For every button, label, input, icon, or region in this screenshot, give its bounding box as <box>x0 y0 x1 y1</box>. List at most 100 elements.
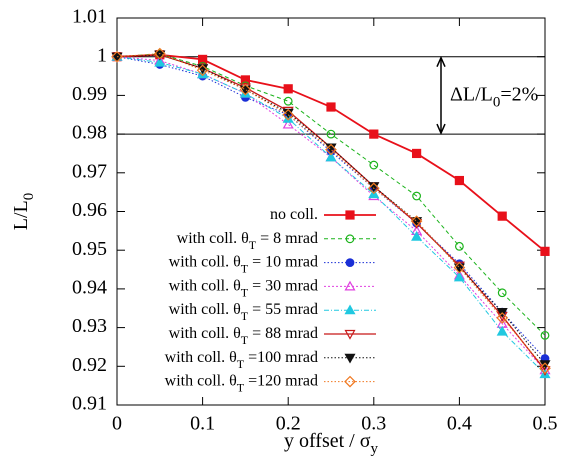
marker <box>282 118 294 129</box>
marker <box>345 210 355 220</box>
annotation: ΔL/L0=2% <box>450 83 538 111</box>
legend-label: with coll. θT =120 mrad <box>165 372 318 394</box>
legend-label-sub: T <box>241 333 249 347</box>
marker <box>453 261 466 274</box>
legend-label: with coll. θT = 10 mrad <box>169 253 318 275</box>
marker <box>345 234 355 244</box>
legend-label-part: = 8 mrad <box>256 229 318 246</box>
legend-label-part: = 88 mrad <box>248 325 318 342</box>
marker <box>283 96 293 106</box>
marker <box>411 230 423 241</box>
annotation-part: =2% <box>500 83 538 105</box>
marker <box>196 64 209 77</box>
y-tick-label: 0.91 <box>72 393 107 415</box>
marker <box>326 102 336 112</box>
y-axis-label-part: L/L <box>10 200 32 230</box>
marker <box>453 263 465 274</box>
marker <box>453 271 465 282</box>
x-axis-label: y offset / σy <box>284 430 379 458</box>
marker <box>283 84 293 94</box>
marker <box>344 329 356 340</box>
marker <box>325 151 337 162</box>
arrow-head <box>436 55 446 68</box>
x-tick-label: 0.3 <box>361 413 386 435</box>
y-tick-label: 0.96 <box>72 199 107 221</box>
marker <box>198 54 208 65</box>
marker <box>344 353 356 364</box>
x-tick-label: 0 <box>112 413 122 435</box>
marker <box>154 56 166 67</box>
marker <box>111 52 123 63</box>
legend-label-part: with coll. θ <box>165 348 237 365</box>
legend-label-part: with coll. θ <box>177 229 249 246</box>
legend-label-part: =120 mrad <box>244 372 318 389</box>
y-tick-label: 0.94 <box>72 276 107 298</box>
marker <box>411 217 423 227</box>
legend-label-sub: T <box>237 357 245 371</box>
marker <box>496 325 508 336</box>
marker <box>412 148 422 159</box>
marker <box>325 143 337 156</box>
annotation-part: ΔL/L <box>450 83 493 105</box>
marker <box>454 175 464 186</box>
y-tick-label: 0.93 <box>72 315 107 337</box>
legend-label: with coll. θT = 8 mrad <box>177 229 318 251</box>
marker <box>153 47 166 60</box>
legend-label-part: with coll. θ <box>169 253 241 270</box>
marker <box>344 304 356 315</box>
arrow-head <box>436 123 446 135</box>
legend-label: with coll. θT = 55 mrad <box>169 301 318 323</box>
y-tick-label: 0.98 <box>72 122 107 144</box>
legend-label-part: = 10 mrad <box>248 253 318 270</box>
y-axis-label-sub: 0 <box>21 193 37 201</box>
legend-label-sub: T <box>249 238 257 252</box>
legend-label-sub: T <box>241 261 249 275</box>
marker <box>455 241 464 251</box>
legend-label-sub: T <box>237 380 245 394</box>
marker <box>282 108 295 121</box>
x-tick-label: 0.4 <box>447 413 472 435</box>
legend-label: no coll. <box>270 206 318 223</box>
marker <box>539 362 551 375</box>
plot-frame <box>116 17 546 406</box>
legend-label-part: with coll. θ <box>165 372 237 389</box>
legend-label-part: with coll. θ <box>169 277 241 294</box>
marker <box>497 211 507 221</box>
y-axis-label: L/L0 <box>10 193 38 231</box>
marker <box>369 160 379 170</box>
y-tick-label: 0.95 <box>72 238 107 260</box>
marker <box>496 312 509 324</box>
marker <box>326 129 336 139</box>
legend-label: with coll. θT = 30 mrad <box>169 277 318 299</box>
marker <box>410 215 423 228</box>
marker <box>345 258 355 268</box>
legend-label-part: with coll. θ <box>169 301 241 318</box>
x-axis-label-part: y offset / σ <box>284 430 371 452</box>
marker <box>239 83 252 96</box>
marker <box>412 191 422 201</box>
marker <box>367 182 380 195</box>
y-tick-label: 0.99 <box>72 83 107 105</box>
legend-label-part: with coll. θ <box>169 325 241 342</box>
marker <box>111 50 123 63</box>
y-tick-label: 1.01 <box>72 6 107 28</box>
legend-label-part: no coll. <box>270 206 318 223</box>
marker <box>344 375 356 388</box>
legend-label-part: = 55 mrad <box>248 301 318 318</box>
marker <box>369 129 379 139</box>
legend-label: with coll. θT =100 mrad <box>165 348 318 370</box>
legend-label-sub: T <box>241 285 249 299</box>
legend-label-part: = 30 mrad <box>248 277 318 294</box>
y-tick-label: 1 <box>97 44 107 66</box>
x-tick-label: 0.5 <box>533 413 558 435</box>
marker <box>344 280 356 291</box>
x-axis-label-sub: y <box>371 441 379 457</box>
marker <box>540 330 550 340</box>
series-line <box>116 53 546 369</box>
y-tick-label: 0.92 <box>72 354 107 376</box>
series-line <box>116 53 546 336</box>
legend-label-sub: T <box>241 309 249 323</box>
marker <box>154 50 166 61</box>
legend-label: with coll. θT = 88 mrad <box>169 325 318 347</box>
y-tick-label: 0.97 <box>72 160 107 182</box>
